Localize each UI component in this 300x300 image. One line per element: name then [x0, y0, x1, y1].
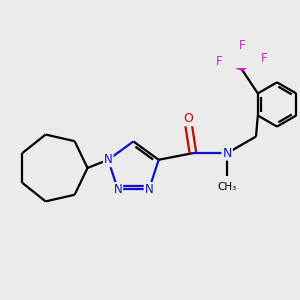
- Text: F: F: [216, 56, 222, 68]
- Text: F: F: [261, 52, 268, 64]
- Text: N: N: [113, 183, 122, 196]
- Text: N: N: [145, 183, 153, 196]
- Text: N: N: [104, 153, 112, 166]
- Text: CH₃: CH₃: [218, 182, 237, 192]
- Text: F: F: [239, 39, 246, 52]
- Text: N: N: [223, 147, 232, 160]
- Text: O: O: [184, 112, 194, 125]
